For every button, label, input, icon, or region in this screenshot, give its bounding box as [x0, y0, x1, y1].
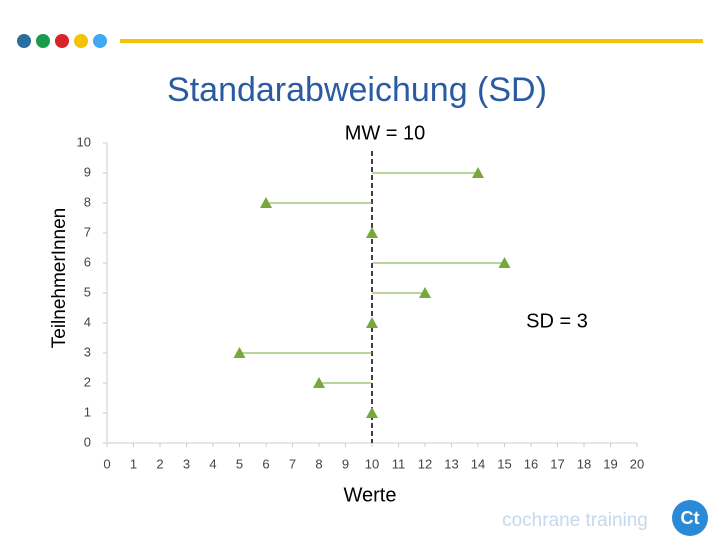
x-tick-label: 4 — [209, 456, 216, 471]
y-tick-label: 7 — [84, 224, 91, 239]
x-tick-label: 3 — [183, 456, 190, 471]
y-tick-label: 3 — [84, 344, 91, 359]
sd-label: SD = 3 — [526, 310, 588, 332]
y-tick-label: 2 — [84, 374, 91, 389]
y-axis-label: TeilnehmerInnen — [49, 208, 70, 348]
point — [313, 377, 325, 388]
y-tick-label: 1 — [84, 404, 91, 419]
logo — [672, 500, 708, 536]
y-tick-label: 9 — [84, 164, 91, 179]
x-tick-label: 8 — [315, 456, 322, 471]
mean-label: MW = 10 — [345, 122, 426, 144]
x-tick-label: 7 — [289, 456, 296, 471]
x-tick-label: 1 — [130, 456, 137, 471]
point — [498, 257, 511, 268]
x-tick-label: 13 — [444, 456, 458, 471]
x-tick-label: 6 — [262, 456, 269, 471]
y-tick-label: 0 — [84, 434, 91, 449]
x-axis-label: Werte — [344, 484, 397, 506]
title: Standarabweichung (SD) — [167, 71, 547, 109]
y-tick-label: 4 — [84, 314, 91, 329]
footer: cochrane training — [502, 510, 648, 531]
x-tick-label: 11 — [392, 456, 406, 471]
logo-mark: Ct — [681, 508, 700, 528]
x-tick-label: 17 — [550, 456, 564, 471]
dot — [17, 34, 31, 48]
y-tick-label: 6 — [84, 254, 91, 269]
dot — [55, 34, 69, 48]
point — [366, 407, 378, 418]
dot — [93, 34, 107, 48]
point — [366, 227, 378, 238]
y-tick-label: 8 — [84, 194, 91, 209]
x-tick-label: 19 — [603, 456, 617, 471]
x-tick-label: 0 — [103, 456, 110, 471]
x-tick-label: 14 — [471, 456, 485, 471]
x-tick-label: 15 — [497, 456, 511, 471]
point — [472, 167, 484, 178]
point — [233, 347, 246, 358]
point — [366, 317, 378, 328]
x-tick-label: 2 — [156, 456, 163, 471]
dot — [74, 34, 88, 48]
x-tick-label: 18 — [577, 456, 591, 471]
y-tick-label: 10 — [77, 134, 91, 149]
point — [260, 197, 272, 208]
dot — [36, 34, 50, 48]
x-tick-label: 10 — [365, 456, 379, 471]
x-tick-label: 5 — [236, 456, 243, 471]
x-tick-label: 16 — [524, 456, 538, 471]
point — [419, 287, 431, 298]
x-tick-label: 20 — [630, 456, 644, 471]
x-tick-label: 9 — [342, 456, 349, 471]
x-tick-label: 12 — [418, 456, 432, 471]
y-tick-label: 5 — [84, 284, 91, 299]
